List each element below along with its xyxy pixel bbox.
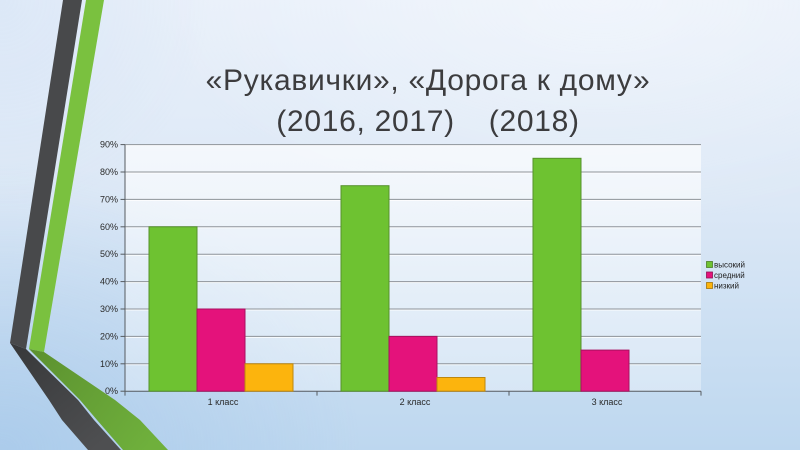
svg-text:10%: 10%	[100, 359, 118, 369]
svg-text:0%: 0%	[105, 386, 118, 396]
svg-text:2 класс: 2 класс	[400, 397, 431, 407]
svg-text:3 класс: 3 класс	[592, 397, 623, 407]
svg-text:низкий: низкий	[714, 282, 739, 291]
svg-text:50%: 50%	[100, 249, 118, 259]
svg-text:20%: 20%	[100, 331, 118, 341]
svg-text:1 класс: 1 класс	[208, 397, 239, 407]
svg-text:30%: 30%	[100, 304, 118, 314]
svg-text:90%: 90%	[100, 140, 118, 150]
svg-text:средний: средний	[714, 271, 745, 280]
svg-text:60%: 60%	[100, 222, 118, 232]
svg-text:высокий: высокий	[714, 261, 745, 270]
svg-text:80%: 80%	[100, 167, 118, 177]
svg-text:40%: 40%	[100, 277, 118, 287]
svg-text:70%: 70%	[100, 194, 118, 204]
